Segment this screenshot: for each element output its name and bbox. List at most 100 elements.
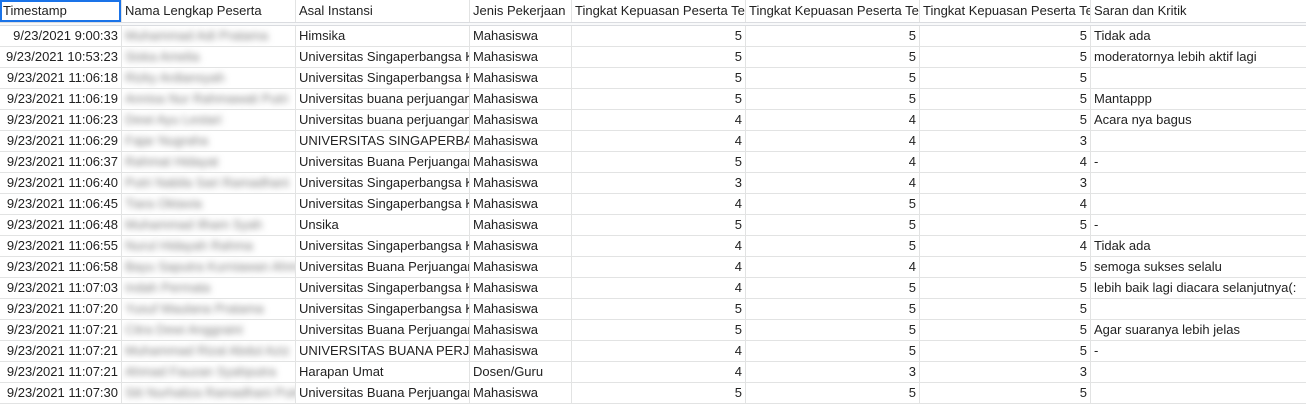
cell-kepuasan-acara[interactable]: 5 (920, 215, 1091, 235)
cell-kepuasan-acara[interactable]: 4 (920, 194, 1091, 214)
cell-asal-instansi[interactable]: Universitas Buana Perjuangan (296, 152, 470, 172)
cell-timestamp[interactable]: 9/23/2021 11:07:21 (0, 341, 122, 361)
cell-nama[interactable]: Muhammad Adi Pratama (122, 26, 296, 46)
cell-jenis-pekerjaan[interactable]: Mahasiswa (470, 173, 572, 193)
cell-kepuasan-moderator[interactable]: 5 (746, 236, 920, 256)
header-cell-timestamp[interactable]: Timestamp (0, 0, 122, 22)
cell-kepuasan-acara[interactable]: 5 (920, 89, 1091, 109)
header-cell-nama[interactable]: Nama Lengkap Peserta (122, 0, 296, 22)
cell-kepuasan-moderator[interactable]: 4 (746, 257, 920, 277)
cell-saran-kritik[interactable] (1091, 362, 1306, 382)
cell-kepuasan-acara[interactable]: 3 (920, 131, 1091, 151)
cell-jenis-pekerjaan[interactable]: Mahasiswa (470, 320, 572, 340)
cell-saran-kritik[interactable]: Mantappp (1091, 89, 1306, 109)
cell-saran-kritik[interactable] (1091, 131, 1306, 151)
cell-kepuasan-acara[interactable]: 5 (920, 257, 1091, 277)
cell-timestamp[interactable]: 9/23/2021 11:07:21 (0, 320, 122, 340)
cell-kepuasan-moderator[interactable]: 5 (746, 194, 920, 214)
cell-kepuasan-moderator[interactable]: 4 (746, 131, 920, 151)
cell-asal-instansi[interactable]: Universitas Buana Perjuangan (296, 257, 470, 277)
cell-kepuasan-acara[interactable]: 4 (920, 152, 1091, 172)
cell-kepuasan-narasumber[interactable]: 4 (572, 110, 746, 130)
cell-nama[interactable]: Rizky Ardiansyah (122, 68, 296, 88)
cell-saran-kritik[interactable] (1091, 194, 1306, 214)
cell-kepuasan-moderator[interactable]: 5 (746, 215, 920, 235)
cell-kepuasan-acara[interactable]: 5 (920, 383, 1091, 403)
cell-jenis-pekerjaan[interactable]: Mahasiswa (470, 131, 572, 151)
cell-asal-instansi[interactable]: Universitas Buana Perjuangan (296, 383, 470, 403)
cell-jenis-pekerjaan[interactable]: Mahasiswa (470, 257, 572, 277)
cell-asal-instansi[interactable]: Universitas Singaperbangsa Karawang (296, 236, 470, 256)
cell-saran-kritik[interactable]: - (1091, 152, 1306, 172)
cell-asal-instansi[interactable]: Universitas buana perjuangan (296, 110, 470, 130)
cell-jenis-pekerjaan[interactable]: Mahasiswa (470, 26, 572, 46)
cell-timestamp[interactable]: 9/23/2021 11:07:20 (0, 299, 122, 319)
cell-kepuasan-moderator[interactable]: 5 (746, 278, 920, 298)
cell-jenis-pekerjaan[interactable]: Mahasiswa (470, 278, 572, 298)
cell-kepuasan-acara[interactable]: 5 (920, 278, 1091, 298)
cell-timestamp[interactable]: 9/23/2021 11:06:23 (0, 110, 122, 130)
cell-timestamp[interactable]: 9/23/2021 11:06:48 (0, 215, 122, 235)
cell-kepuasan-acara[interactable]: 5 (920, 320, 1091, 340)
cell-saran-kritik[interactable]: moderatornya lebih aktif lagi (1091, 47, 1306, 67)
cell-jenis-pekerjaan[interactable]: Mahasiswa (470, 194, 572, 214)
cell-jenis-pekerjaan[interactable]: Mahasiswa (470, 215, 572, 235)
cell-timestamp[interactable]: 9/23/2021 11:07:30 (0, 383, 122, 403)
cell-timestamp[interactable]: 9/23/2021 11:06:55 (0, 236, 122, 256)
cell-kepuasan-moderator[interactable]: 4 (746, 110, 920, 130)
cell-kepuasan-narasumber[interactable]: 4 (572, 278, 746, 298)
cell-timestamp[interactable]: 9/23/2021 11:07:03 (0, 278, 122, 298)
cell-kepuasan-narasumber[interactable]: 5 (572, 26, 746, 46)
cell-kepuasan-acara[interactable]: 4 (920, 236, 1091, 256)
cell-asal-instansi[interactable]: Universitas Singaperbangsa Karawang (296, 173, 470, 193)
cell-nama[interactable]: Fajar Nugraha (122, 131, 296, 151)
cell-nama[interactable]: Citra Dewi Anggraini (122, 320, 296, 340)
cell-asal-instansi[interactable]: Universitas Singaperbangsa Karawang (296, 278, 470, 298)
cell-timestamp[interactable]: 9/23/2021 10:53:23 (0, 47, 122, 67)
cell-nama[interactable]: Nurul Hidayah Rahma (122, 236, 296, 256)
cell-timestamp[interactable]: 9/23/2021 11:06:37 (0, 152, 122, 172)
cell-nama[interactable]: Muhammad Rizal Abdul Aziz (122, 341, 296, 361)
cell-kepuasan-moderator[interactable]: 5 (746, 89, 920, 109)
header-cell-kepuasan-moderator[interactable]: Tingkat Kepuasan Peserta Terhadap Modera… (746, 0, 920, 22)
cell-asal-instansi[interactable]: Himsika (296, 26, 470, 46)
cell-kepuasan-narasumber[interactable]: 4 (572, 257, 746, 277)
cell-kepuasan-acara[interactable]: 3 (920, 173, 1091, 193)
cell-kepuasan-moderator[interactable]: 5 (746, 320, 920, 340)
cell-saran-kritik[interactable]: lebih baik lagi diacara selanjutnya(: (1091, 278, 1306, 298)
cell-kepuasan-moderator[interactable]: 5 (746, 68, 920, 88)
cell-asal-instansi[interactable]: Unsika (296, 215, 470, 235)
cell-timestamp[interactable]: 9/23/2021 11:06:58 (0, 257, 122, 277)
cell-saran-kritik[interactable]: Acara nya bagus (1091, 110, 1306, 130)
cell-nama[interactable]: Bayu Saputra Kurniawan Ahmad (122, 257, 296, 277)
cell-kepuasan-moderator[interactable]: 5 (746, 383, 920, 403)
cell-asal-instansi[interactable]: Universitas Buana Perjuangan (296, 320, 470, 340)
cell-saran-kritik[interactable] (1091, 299, 1306, 319)
cell-kepuasan-narasumber[interactable]: 4 (572, 341, 746, 361)
cell-kepuasan-narasumber[interactable]: 5 (572, 89, 746, 109)
cell-saran-kritik[interactable]: Tidak ada (1091, 236, 1306, 256)
cell-asal-instansi[interactable]: Universitas Singaperbangsa Karawang (296, 47, 470, 67)
cell-timestamp[interactable]: 9/23/2021 11:06:18 (0, 68, 122, 88)
cell-kepuasan-narasumber[interactable]: 4 (572, 236, 746, 256)
cell-kepuasan-acara[interactable]: 5 (920, 110, 1091, 130)
cell-nama[interactable]: Muhammad Ilham Syah (122, 215, 296, 235)
cell-saran-kritik[interactable]: Tidak ada (1091, 26, 1306, 46)
header-cell-saran-kritik[interactable]: Saran dan Kritik (1091, 0, 1306, 22)
cell-nama[interactable]: Tiara Oktavia (122, 194, 296, 214)
cell-saran-kritik[interactable]: semoga sukses selalu (1091, 257, 1306, 277)
cell-nama[interactable]: Indah Permata (122, 278, 296, 298)
cell-jenis-pekerjaan[interactable]: Mahasiswa (470, 341, 572, 361)
cell-kepuasan-narasumber[interactable]: 3 (572, 173, 746, 193)
cell-jenis-pekerjaan[interactable]: Mahasiswa (470, 383, 572, 403)
cell-asal-instansi[interactable]: Universitas Singaperbangsa Karawang (296, 194, 470, 214)
cell-timestamp[interactable]: 9/23/2021 11:06:19 (0, 89, 122, 109)
cell-nama[interactable]: Siska Amelia (122, 47, 296, 67)
cell-nama[interactable]: Siti Nurhaliza Ramadhani Putri (122, 383, 296, 403)
cell-kepuasan-narasumber[interactable]: 5 (572, 215, 746, 235)
cell-asal-instansi[interactable]: UNIVERSITAS SINGAPERBANGSA KARAWANG (296, 131, 470, 151)
cell-kepuasan-moderator[interactable]: 5 (746, 26, 920, 46)
cell-jenis-pekerjaan[interactable]: Mahasiswa (470, 110, 572, 130)
cell-kepuasan-acara[interactable]: 5 (920, 26, 1091, 46)
header-cell-kepuasan-acara[interactable]: Tingkat Kepuasan Peserta Terhadap Acara (920, 0, 1091, 22)
